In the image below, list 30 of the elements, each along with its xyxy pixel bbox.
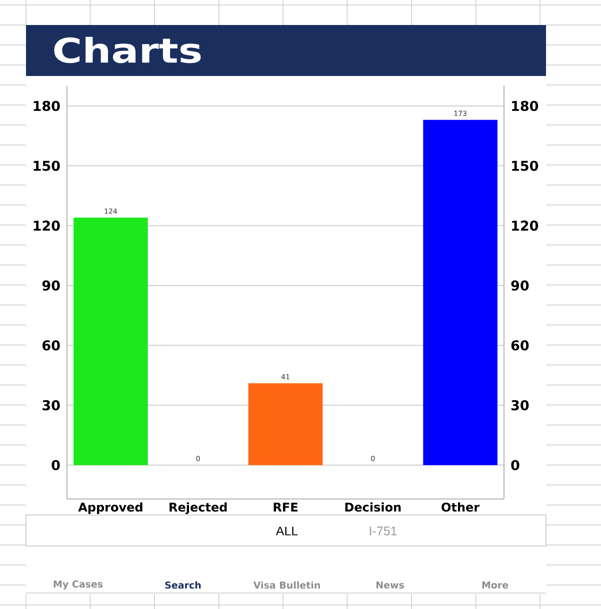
x-tick-label: Other <box>442 502 480 512</box>
x-tick-label: RFE <box>274 502 298 512</box>
y2-tick-label: 60 <box>511 340 529 350</box>
y-tick-label: 0 <box>52 460 60 470</box>
y-tick-label: 30 <box>42 400 60 410</box>
x-tick-label: Rejected <box>170 502 227 514</box>
y-tick-label: 90 <box>42 280 60 291</box>
x-tick-label: Decision <box>345 502 401 512</box>
text: Search <box>165 581 201 589</box>
chart-title: Charts <box>54 36 201 64</box>
y2-tick-label: 0 <box>511 460 520 470</box>
y2-tick-label: 180 <box>512 100 538 112</box>
bar <box>248 383 323 466</box>
y-tick-label: 120 <box>34 220 60 231</box>
text: More <box>482 581 508 589</box>
y2-tick-label: 30 <box>511 400 529 410</box>
y-tick-label: 60 <box>42 340 60 350</box>
y2-tick-label: 150 <box>512 160 538 171</box>
y-tick-label: 150 <box>34 160 60 171</box>
text: ALL <box>276 526 298 536</box>
x-tick-label: Approved <box>78 502 142 514</box>
bar <box>423 120 498 466</box>
text: Visa Bulletin <box>253 581 320 589</box>
bar <box>74 218 148 466</box>
y-tick-label: 180 <box>34 100 60 112</box>
text: I-751 <box>370 526 397 536</box>
y2-tick-label: 90 <box>511 280 529 291</box>
y2-tick-label: 120 <box>512 220 538 231</box>
text: News <box>376 581 404 589</box>
text: My Cases <box>54 580 103 590</box>
